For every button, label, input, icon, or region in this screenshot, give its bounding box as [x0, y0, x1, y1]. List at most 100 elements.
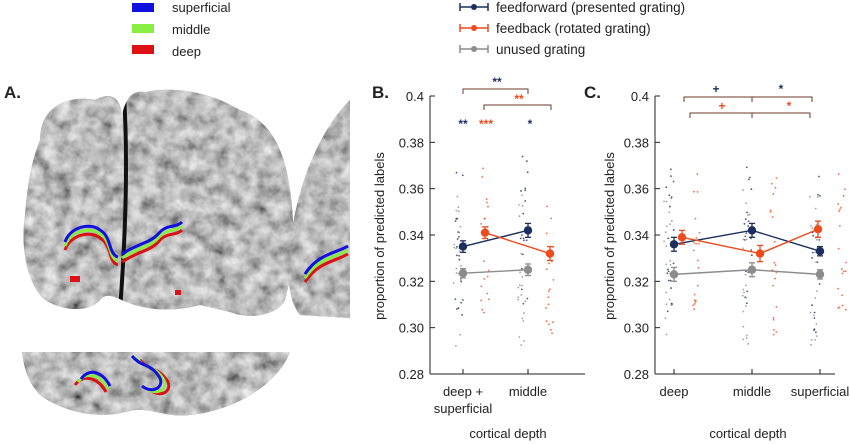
- subject-dot: [773, 240, 776, 243]
- subject-dot: [819, 194, 821, 197]
- data-point: [669, 270, 679, 279]
- legend-label-deep: deep: [172, 44, 201, 59]
- x-tick-label: superficial: [434, 401, 493, 416]
- subject-dot: [547, 296, 550, 299]
- subject-dot: [693, 190, 695, 193]
- subject-dot: [842, 194, 845, 197]
- subject-dot: [745, 166, 748, 169]
- subject-dot: [457, 307, 460, 309]
- subject-dot: [747, 225, 750, 227]
- subject-dot: [666, 310, 669, 313]
- subject-dot: [742, 288, 745, 291]
- subject-dot: [774, 277, 776, 280]
- subject-dot: [815, 335, 818, 338]
- subject-dot: [665, 225, 668, 228]
- subject-dot: [670, 220, 673, 222]
- subject-dot: [695, 242, 698, 245]
- subject-dot: [748, 178, 750, 181]
- subject-dot: [810, 338, 813, 341]
- subject-dot: [743, 222, 746, 225]
- subject-dot: [769, 210, 772, 213]
- legend-label-unused: unused grating: [496, 42, 585, 57]
- subject-dot: [844, 270, 847, 273]
- subject-dot: [519, 237, 522, 240]
- subject-dot: [815, 261, 817, 264]
- subject-dot: [488, 298, 490, 301]
- subject-dot: [747, 342, 750, 345]
- subject-dot: [770, 182, 773, 185]
- y-tick-label: 0.28: [624, 367, 649, 382]
- subject-dot: [485, 198, 488, 201]
- chart-b-xlabel: cortical depth: [469, 426, 546, 441]
- subject-dot: [452, 282, 455, 284]
- subject-dot: [668, 211, 671, 214]
- subject-dot: [456, 246, 458, 248]
- legend-label-feedforward: feedforward (presented grating): [496, 0, 685, 15]
- subject-dot: [773, 261, 776, 264]
- data-point: [458, 269, 468, 278]
- subject-dot: [483, 217, 486, 220]
- legend-swatch-superficial: [132, 3, 154, 12]
- significance-label: **: [514, 92, 524, 106]
- subject-dot: [545, 268, 548, 271]
- subject-dot: [665, 303, 668, 306]
- significance-label: +: [712, 82, 719, 96]
- subject-dot: [665, 200, 668, 203]
- subject-dot: [486, 292, 489, 295]
- x-tick-label: deep +: [443, 384, 483, 399]
- subject-dot: [842, 270, 845, 273]
- y-tick-label: 0.30: [399, 321, 424, 336]
- subject-dot: [666, 272, 669, 275]
- significance-label: **: [492, 75, 502, 89]
- significance-label: *: [779, 82, 784, 96]
- data-point: [747, 226, 757, 235]
- subject-dot: [775, 331, 778, 333]
- subject-dot: [526, 171, 529, 174]
- subject-dot: [664, 231, 667, 234]
- subject-dot: [772, 333, 775, 336]
- subject-dot: [745, 238, 748, 241]
- subject-dot: [750, 188, 753, 191]
- subject-dot: [672, 180, 675, 183]
- subject-dot: [521, 253, 524, 256]
- subject-dot: [809, 311, 812, 314]
- subject-dot: [521, 275, 524, 278]
- subject-dot: [747, 220, 750, 223]
- subject-dot: [458, 258, 461, 261]
- subject-dot: [547, 323, 550, 326]
- subject-dot: [693, 303, 696, 305]
- subject-dot: [672, 262, 675, 265]
- subject-dot: [742, 189, 744, 191]
- legend-label-superficial: superficial: [172, 0, 231, 15]
- subject-dot: [815, 223, 818, 226]
- subject-dot: [460, 265, 462, 267]
- x-tick-label: superficial: [791, 384, 850, 399]
- subject-dot: [670, 287, 672, 289]
- data-point: [747, 265, 757, 274]
- subject-dot: [525, 239, 528, 242]
- subject-dot: [549, 328, 552, 331]
- subject-dot: [482, 167, 485, 170]
- subject-dot: [456, 217, 459, 220]
- y-tick-label: 0.4: [406, 89, 424, 104]
- subject-dot: [814, 207, 817, 210]
- panel-label-b: B.: [372, 83, 389, 102]
- data-point: [815, 247, 825, 256]
- subject-dot: [665, 291, 667, 294]
- significance-bracket: [689, 112, 753, 118]
- subject-dot: [522, 302, 525, 305]
- subject-dot: [809, 195, 811, 198]
- subject-dot: [547, 290, 550, 293]
- subject-dot: [772, 316, 775, 319]
- subject-dot: [457, 235, 460, 238]
- series-line: [673, 269, 821, 276]
- subject-dot: [524, 189, 527, 192]
- subject-dot: [742, 338, 745, 341]
- subject-dot: [845, 261, 847, 264]
- subject-dot: [741, 294, 744, 297]
- subject-dot: [742, 325, 745, 328]
- subject-dot: [667, 270, 670, 273]
- subject-dot: [775, 306, 778, 308]
- legend-item-feedback: feedback (rotated grating): [459, 21, 651, 36]
- subject-dot: [457, 206, 460, 209]
